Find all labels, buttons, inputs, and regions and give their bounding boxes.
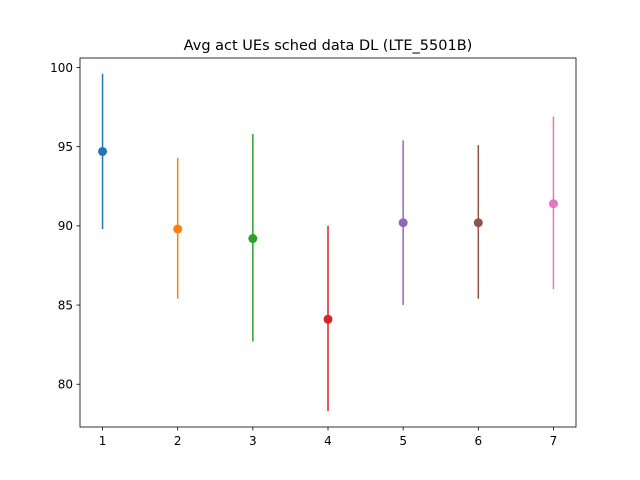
x-tick-label-6: 6 bbox=[474, 434, 482, 448]
data-point-3 bbox=[248, 234, 258, 244]
y-tick-label-90: 90 bbox=[58, 219, 73, 233]
data-marks bbox=[98, 73, 558, 412]
data-point-7 bbox=[548, 199, 558, 209]
x-tick-label-4: 4 bbox=[324, 434, 332, 448]
data-point-6 bbox=[473, 218, 483, 228]
data-point-1 bbox=[98, 146, 108, 156]
data-point-2 bbox=[173, 224, 183, 234]
data-point-4 bbox=[323, 314, 333, 324]
y-tick-label-95: 95 bbox=[58, 140, 73, 154]
axes: 1 2 3 4 5 6 7 80 85 90 95 100 bbox=[50, 57, 577, 448]
y-tick-label-85: 85 bbox=[58, 298, 73, 312]
y-tick-label-100: 100 bbox=[50, 61, 73, 75]
x-tick-label-5: 5 bbox=[399, 434, 407, 448]
x-tick-label-7: 7 bbox=[550, 434, 558, 448]
chart-title: Avg act UEs sched data DL (LTE_5501B) bbox=[184, 38, 473, 54]
data-point-5 bbox=[398, 218, 408, 228]
y-tick-label-80: 80 bbox=[58, 378, 73, 392]
x-tick-label-2: 2 bbox=[174, 434, 182, 448]
x-tick-label-1: 1 bbox=[99, 434, 107, 448]
x-tick-label-3: 3 bbox=[249, 434, 257, 448]
